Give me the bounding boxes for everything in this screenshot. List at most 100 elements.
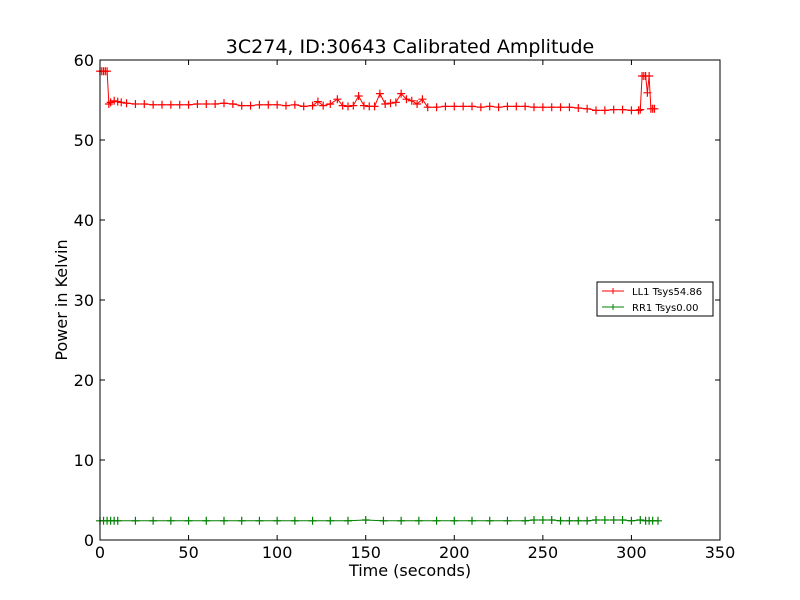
data-point-ll1 [117, 98, 126, 107]
data-point-ll1 [609, 105, 618, 114]
data-point-ll1 [441, 102, 450, 111]
data-point-ll1 [175, 100, 184, 109]
data-point-ll1 [140, 100, 149, 108]
data-point-ll1 [592, 106, 600, 115]
data-point-ll1 [113, 97, 122, 106]
data-point-ll1 [273, 100, 282, 109]
legend-marker-ll1 [610, 288, 616, 294]
data-point-ll1 [645, 72, 654, 80]
data-point-rr1 [503, 516, 512, 525]
data-point-ll1 [391, 98, 400, 107]
data-point-ll1 [627, 106, 636, 115]
data-point-ll1 [106, 98, 115, 107]
legend-label-rr1: RR1 Tsys0.00 [632, 303, 699, 314]
data-point-ll1 [158, 100, 166, 109]
y-axis-label: Power in Kelvin [52, 239, 71, 360]
data-point-rr1 [521, 516, 530, 525]
data-point-ll1 [418, 95, 427, 104]
data-point-ll1 [547, 103, 556, 112]
data-point-rr1 [574, 516, 583, 525]
data-point-ll1 [131, 100, 140, 108]
chart-title: 3C274, ID:30643 Calibrated Amplitude [226, 36, 594, 58]
legend-marker-rr1 [610, 304, 616, 310]
data-point-rr1 [485, 516, 494, 525]
x-tick-label: 0 [95, 543, 105, 562]
data-point-ll1 [450, 102, 459, 111]
data-point-rr1 [379, 516, 388, 525]
data-point-ll1 [220, 99, 228, 108]
x-tick-label: 100 [262, 543, 293, 562]
data-point-ll1 [308, 101, 317, 110]
x-axis-label: Time (seconds) [348, 561, 471, 580]
data-point-ll1 [402, 95, 411, 104]
data-point-ll1 [326, 100, 335, 108]
data-point-rr1 [627, 516, 636, 525]
data-point-ll1 [375, 89, 384, 98]
data-point-ll1 [103, 67, 112, 76]
data-point-ll1 [193, 100, 202, 108]
data-point-ll1 [349, 101, 358, 110]
series-rr1 [96, 516, 662, 525]
data-point-ll1 [246, 101, 255, 110]
data-point-ll1 [122, 99, 131, 108]
data-point-rr1 [432, 516, 441, 525]
data-point-ll1 [485, 102, 494, 111]
data-point-ll1 [397, 89, 406, 98]
series-line-rr1 [100, 519, 658, 522]
data-point-ll1 [413, 100, 422, 108]
data-point-rr1 [184, 516, 193, 525]
data-point-rr1 [308, 516, 317, 525]
data-point-ll1 [386, 99, 395, 108]
data-point-rr1 [326, 516, 335, 525]
data-point-ll1 [556, 103, 565, 112]
data-point-ll1 [521, 102, 530, 111]
data-point-rr1 [397, 516, 406, 525]
y-tick-label: 60 [74, 51, 94, 70]
y-tick-label: 10 [74, 451, 94, 470]
data-point-rr1 [556, 516, 565, 525]
data-point-ll1 [574, 104, 583, 112]
data-point-ll1 [313, 97, 322, 106]
legend: LL1 Tsys54.86 RR1 Tsys0.00 [596, 281, 714, 317]
data-point-ll1 [370, 102, 379, 111]
data-point-ll1 [110, 96, 119, 105]
data-point-rr1 [565, 516, 574, 525]
data-point-ll1 [583, 104, 592, 113]
data-point-ll1 [299, 102, 308, 111]
data-point-rr1 [237, 516, 246, 525]
data-point-ll1 [468, 102, 476, 111]
data-point-ll1 [407, 96, 416, 105]
data-point-ll1 [600, 106, 609, 115]
data-point-ll1 [344, 102, 352, 111]
data-point-ll1 [459, 102, 468, 111]
x-tick-label: 350 [705, 543, 736, 562]
data-point-ll1 [636, 105, 645, 114]
y-tick-label: 40 [74, 211, 94, 230]
data-point-ll1 [166, 100, 175, 109]
series-layer [96, 67, 662, 525]
data-point-rr1 [583, 516, 592, 525]
data-point-ll1 [290, 100, 299, 109]
data-point-rr1 [290, 516, 299, 525]
data-point-ll1 [211, 100, 220, 108]
data-point-ll1 [338, 101, 347, 110]
data-point-ll1 [512, 102, 521, 111]
data-point-ll1 [319, 101, 328, 110]
x-tick-label: 50 [178, 543, 198, 562]
data-point-ll1 [184, 100, 193, 109]
data-point-rr1 [255, 516, 264, 525]
data-point-ll1 [503, 102, 512, 111]
data-point-rr1 [538, 516, 547, 524]
data-point-ll1 [255, 100, 264, 109]
data-point-rr1 [361, 516, 370, 524]
data-point-ll1 [381, 100, 390, 108]
data-point-ll1 [264, 100, 273, 109]
data-point-rr1 [654, 516, 662, 525]
data-point-rr1 [450, 516, 459, 525]
data-point-rr1 [131, 516, 140, 525]
data-point-ll1 [202, 100, 211, 108]
data-point-ll1 [282, 101, 290, 110]
data-point-ll1 [634, 106, 643, 115]
data-point-ll1 [476, 103, 485, 112]
